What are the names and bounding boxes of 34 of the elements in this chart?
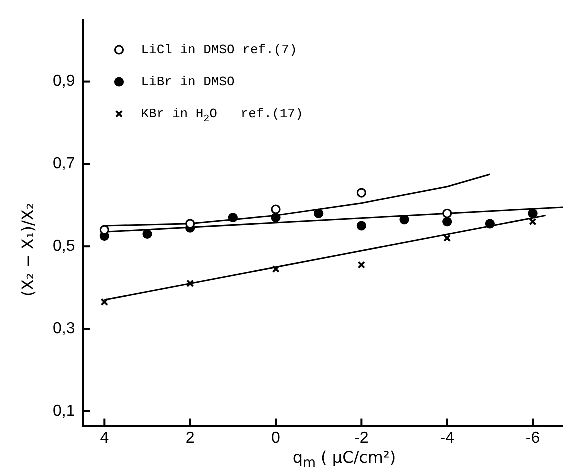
- point: [186, 280, 194, 288]
- x-tick-label: -2: [354, 430, 369, 447]
- point: [271, 212, 281, 223]
- point: [529, 218, 537, 226]
- x-tick-label: -6: [526, 430, 540, 447]
- point: [528, 208, 538, 218]
- legend-label: LiCl in DMSO ref.(7): [141, 42, 298, 58]
- x-tick-label: 4: [100, 430, 110, 447]
- x-tick-label: 2: [186, 430, 195, 447]
- point: [442, 208, 452, 218]
- y-tick-label: 0,1: [52, 402, 76, 420]
- point: [186, 219, 196, 229]
- y-tick-label: 0,9: [52, 73, 76, 90]
- point: [444, 234, 452, 242]
- point: [356, 188, 366, 198]
- y-tick-label: 0,7: [52, 156, 76, 173]
- point: [442, 217, 452, 227]
- y-tick-label: 0,5: [52, 238, 76, 255]
- x-tick-label: -4: [440, 430, 455, 447]
- point: [272, 265, 280, 274]
- point: [400, 215, 410, 225]
- point: [314, 208, 324, 218]
- point: [358, 261, 366, 269]
- y-axis-title: (X₂ − X₁)/X₂: [18, 203, 38, 297]
- point: [100, 225, 110, 235]
- point: [228, 212, 238, 223]
- y-tick-label: 0,3: [52, 320, 76, 338]
- x-tick-label: 0: [272, 430, 281, 447]
- point: [271, 204, 281, 214]
- x-axis-title: q$_{m}$ ( μC/cm²): [292, 448, 398, 472]
- legend-label: LiBr in DMSO: [141, 74, 236, 90]
- point: [485, 219, 495, 229]
- point: [356, 221, 366, 231]
- point: [142, 229, 152, 240]
